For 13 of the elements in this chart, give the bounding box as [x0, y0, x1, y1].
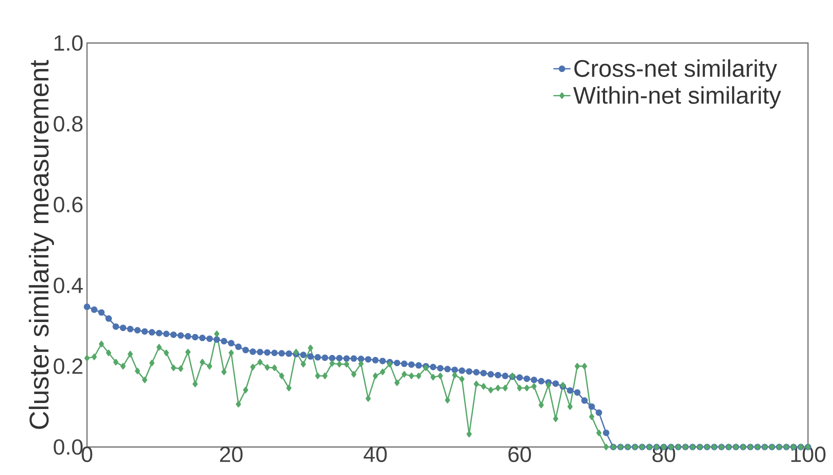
- y-tick-label: 0.4: [54, 278, 83, 294]
- y-tick-label: 0.0: [54, 439, 83, 455]
- x-tick-label: 0: [82, 446, 92, 462]
- y-tick-label: 0.6: [54, 196, 83, 212]
- x-tick-label: 20: [220, 446, 243, 462]
- y-tick-label: 0.2: [54, 358, 82, 374]
- x-tick-label: 40: [364, 446, 387, 462]
- y-tick-label: 0.8: [54, 116, 83, 132]
- legend-label: Within-net similarity: [573, 86, 782, 109]
- y-axis-title: Cluster similarity measurement: [28, 60, 54, 429]
- x-tick-label: 60: [508, 446, 531, 462]
- y-tick-label: 1.0: [54, 35, 83, 51]
- legend-label: Cross-net similarity: [574, 59, 778, 82]
